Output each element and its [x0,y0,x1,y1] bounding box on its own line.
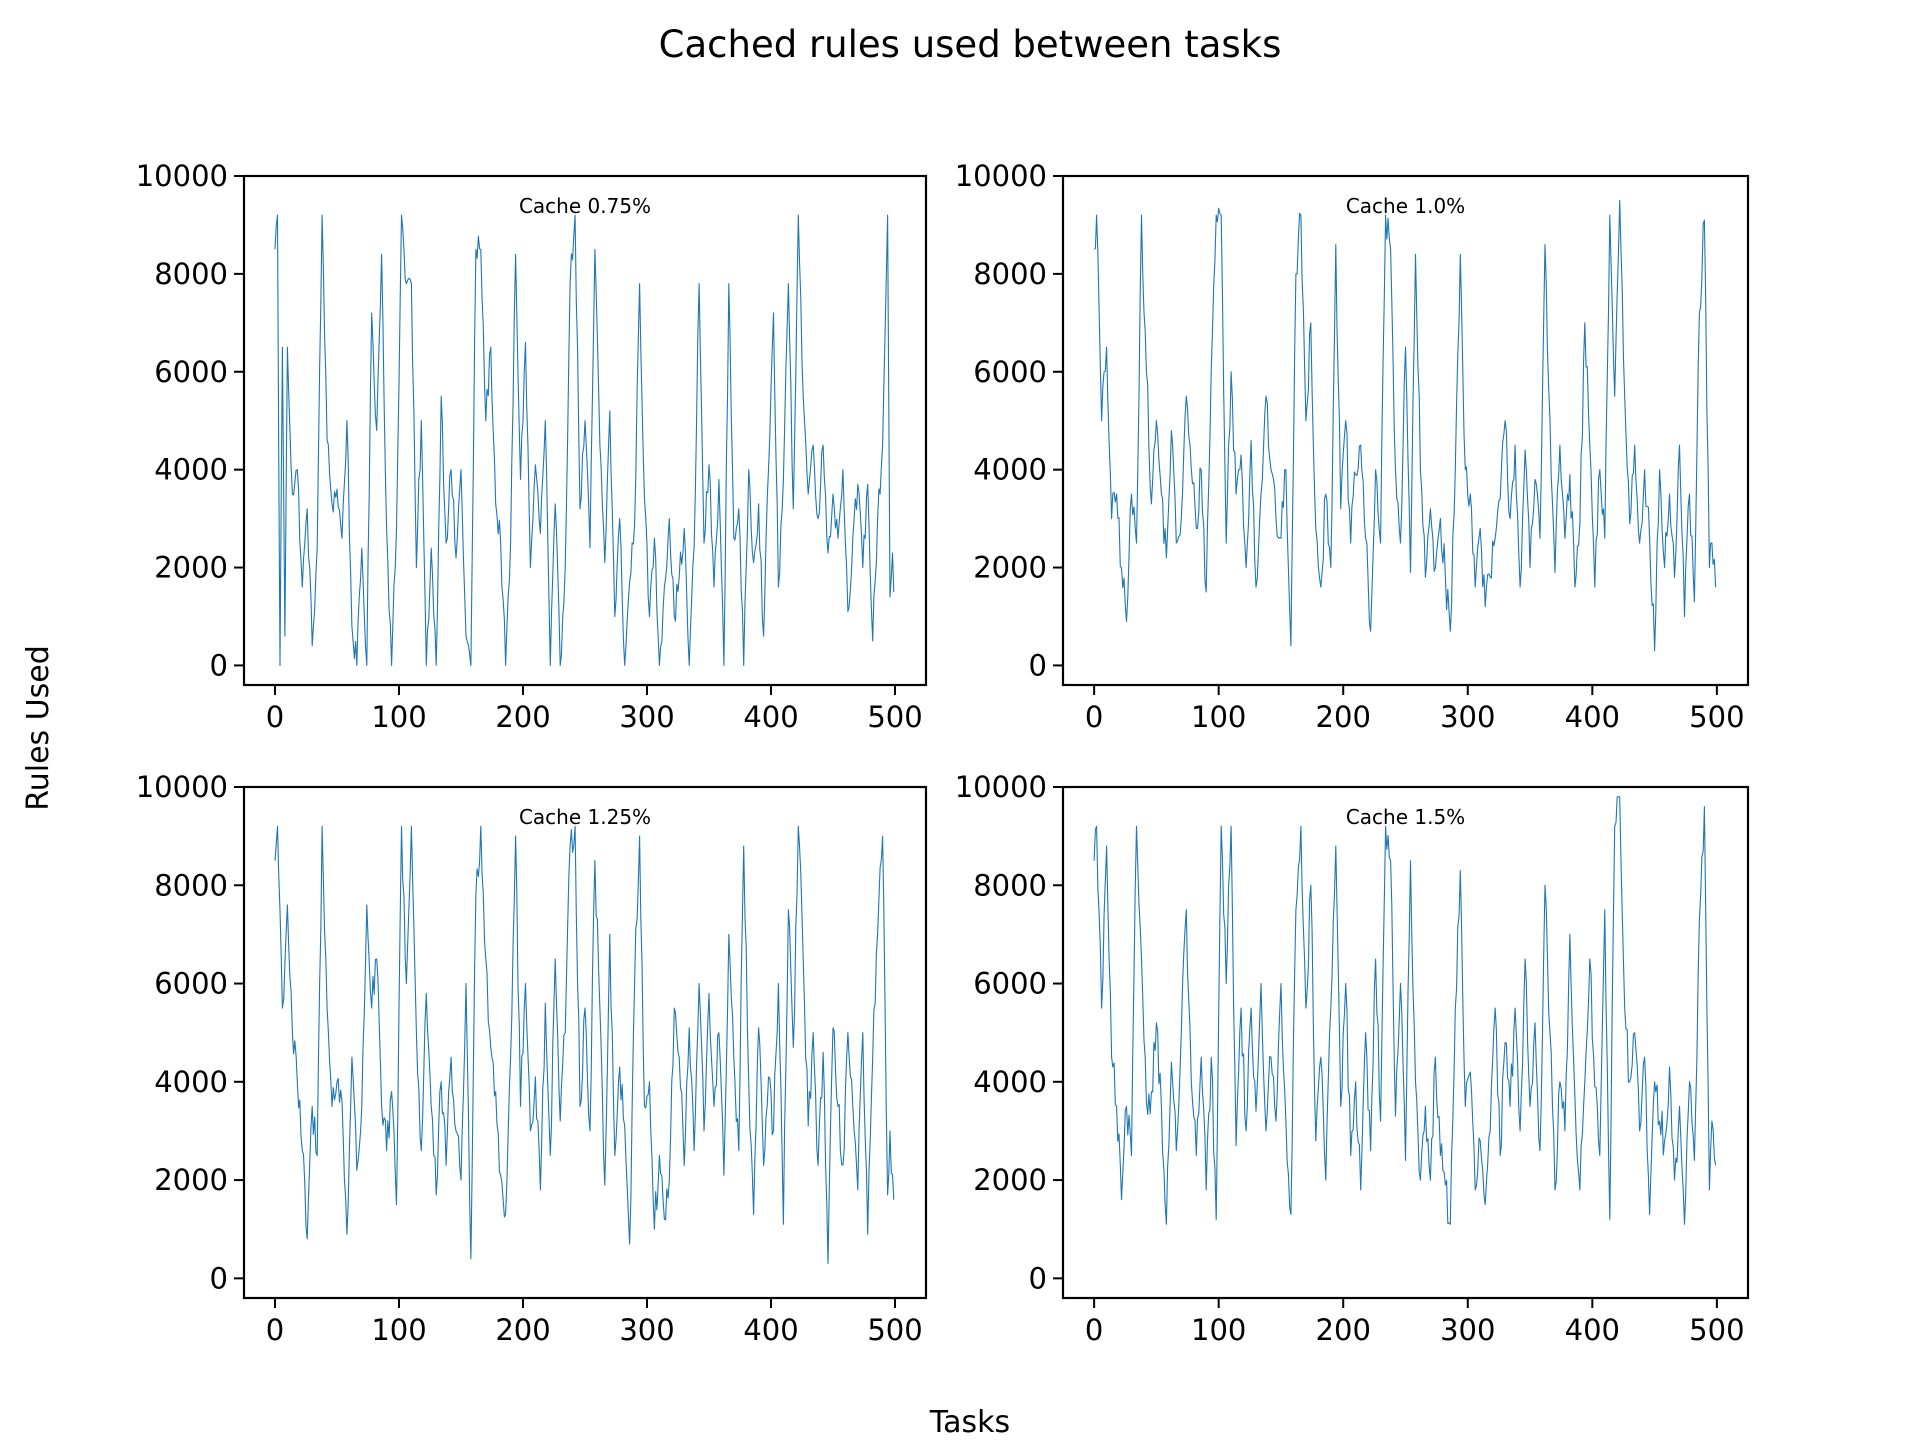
y-tick-label: 8000 [154,868,228,902]
series-line-cache-0-75 [274,214,895,666]
y-tick-label: 2000 [154,1163,228,1197]
x-tick-label: 300 [619,1313,674,1347]
x-tick-label: 200 [495,700,550,734]
figure-title: Cached rules used between tasks [659,23,1282,66]
series-line-cache-1-0 [1093,199,1717,652]
y-tick-label: 2000 [154,551,228,585]
subplot-cache-1-0: 0 100 200 300 400 500 0 2000 4000 6000 8000 10000 Ca… [955,159,1750,734]
x-tick-label: 300 [1440,700,1495,734]
y-tick-label: 10000 [955,770,1047,804]
series-line-cache-1-25 [274,825,895,1265]
axes-frame-cache-1-25 [242,785,928,1300]
x-tick-label: 0 [266,1313,284,1347]
y-tick-label: 2000 [973,551,1047,585]
figure-ylabel: Rules Used [21,645,56,811]
y-tick-label: 6000 [973,355,1047,389]
y-tick-label: 0 [210,648,228,682]
y-tick-label: 10000 [955,159,1047,193]
x-tick-label: 200 [1316,1313,1371,1347]
series-line-cache-1-5 [1093,796,1717,1225]
x-tick-label: 500 [1689,1313,1744,1347]
y-tick-label: 4000 [154,1065,228,1099]
x-tick-label: 100 [1191,700,1246,734]
subplot-cache-1-5: 0 100 200 300 400 500 0 2000 4000 6000 8000 10000 Ca… [955,770,1750,1347]
x-tick-label: 100 [371,1313,426,1347]
x-tick-label: 200 [495,1313,550,1347]
x-tick-label: 400 [743,700,798,734]
y-tick-label: 6000 [154,967,228,1001]
y-tick-label: 8000 [973,257,1047,291]
annotation-cache-1-25: Cache 1.25% [519,805,651,829]
x-tick-label: 100 [371,700,426,734]
y-tick-label: 8000 [154,257,228,291]
x-tick-label: 300 [1440,1313,1495,1347]
y-tick-label: 10000 [136,159,228,193]
axes-frame-cache-1-0 [1061,174,1750,687]
x-tick-label: 500 [867,1313,922,1347]
y-tick-label: 4000 [973,453,1047,487]
annotation-cache-1-5: Cache 1.5% [1346,805,1465,829]
y-tick-label: 4000 [154,453,228,487]
subplot-cache-1-25: 0 100 200 300 400 500 0 2000 4000 6000 8000 10000 Ca… [136,770,928,1347]
y-tick-label: 4000 [973,1065,1047,1099]
y-tick-label: 6000 [973,967,1047,1001]
x-tick-label: 300 [619,700,674,734]
x-tick-label: 500 [1689,700,1744,734]
x-tick-label: 0 [1085,700,1103,734]
y-tick-label: 0 [1029,648,1047,682]
y-tick-label: 0 [1029,1261,1047,1295]
x-tick-label: 0 [1085,1313,1103,1347]
axes-frame-cache-1-5 [1061,785,1750,1300]
y-tick-label: 10000 [136,770,228,804]
x-tick-label: 100 [1191,1313,1246,1347]
x-tick-label: 500 [867,700,922,734]
subplot-cache-0-75: 0 100 200 300 400 500 0 2000 4000 6000 8000 10000 Ca… [136,159,928,734]
y-tick-label: 0 [210,1261,228,1295]
y-tick-label: 8000 [973,868,1047,902]
x-tick-label: 0 [266,700,284,734]
y-tick-label: 6000 [154,355,228,389]
x-tick-label: 200 [1316,700,1371,734]
y-tick-label: 2000 [973,1163,1047,1197]
x-tick-label: 400 [1565,1313,1620,1347]
annotation-cache-0-75: Cache 0.75% [519,194,651,218]
axes-frame-cache-0-75 [242,174,928,687]
annotation-cache-1-0: Cache 1.0% [1346,194,1465,218]
x-tick-label: 400 [1565,700,1620,734]
x-tick-label: 400 [743,1313,798,1347]
figure-xlabel: Tasks [929,1405,1010,1440]
